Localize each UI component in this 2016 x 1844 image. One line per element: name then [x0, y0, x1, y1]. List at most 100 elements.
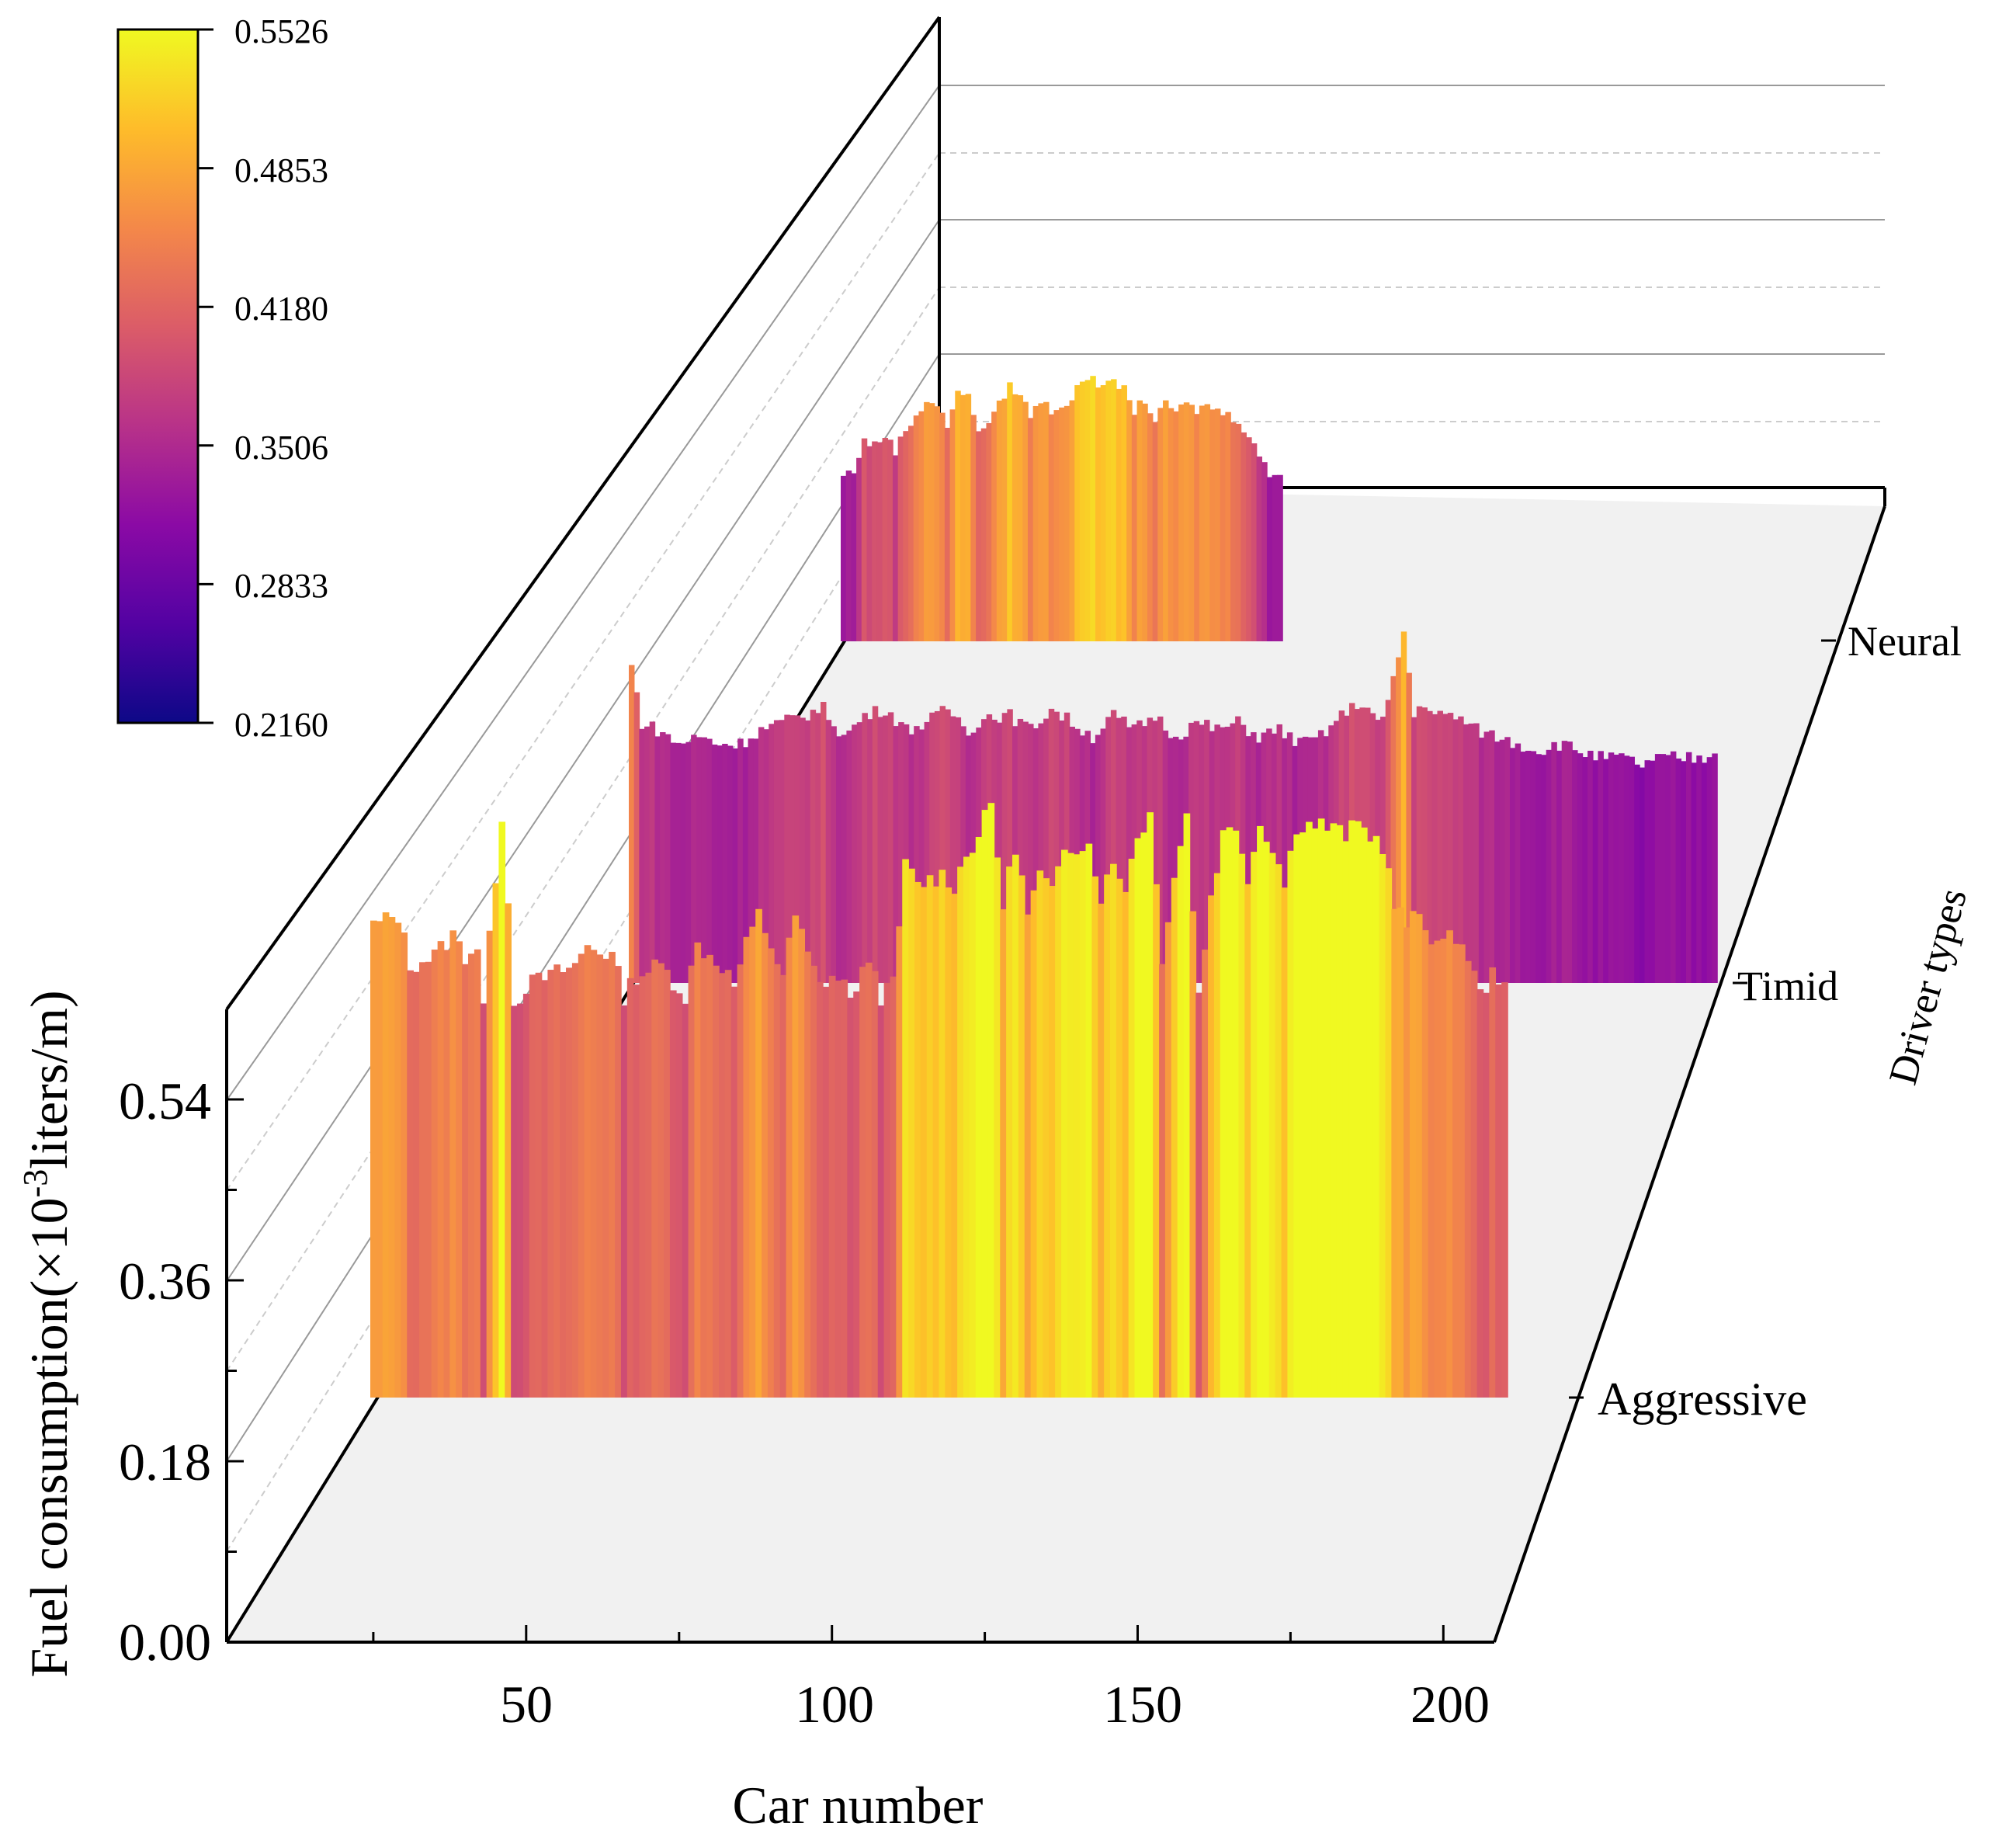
bar: [1675, 758, 1682, 983]
bar: [877, 717, 883, 983]
bar: [1213, 873, 1221, 1398]
bar: [713, 965, 720, 1398]
bar: [462, 964, 469, 1398]
bar: [1012, 854, 1019, 1398]
bar: [1437, 710, 1443, 983]
bar: [626, 978, 634, 1398]
bar: [1131, 724, 1138, 983]
bar: [1266, 477, 1273, 641]
bar: [1639, 767, 1646, 983]
bar: [1670, 751, 1677, 983]
bar: [1220, 415, 1227, 641]
bar: [639, 976, 647, 1398]
bar: [407, 970, 414, 1398]
bar: [918, 729, 925, 983]
bar: [1598, 751, 1604, 983]
bar: [1427, 710, 1433, 983]
bar: [1061, 849, 1068, 1398]
bar: [529, 974, 536, 1398]
bar: [955, 717, 962, 983]
bar: [934, 710, 941, 983]
bar: [1116, 717, 1123, 983]
bar: [680, 743, 687, 983]
bar: [1064, 405, 1070, 641]
bar: [798, 929, 806, 1398]
bar: [784, 714, 790, 983]
bar: [816, 981, 824, 1398]
bar: [997, 722, 1003, 983]
bar: [1214, 724, 1220, 983]
bar: [1489, 967, 1497, 1398]
bar: [691, 734, 697, 983]
bar: [474, 949, 481, 1398]
bar: [1091, 876, 1099, 1398]
bar: [1478, 738, 1485, 983]
bar: [786, 937, 793, 1398]
bar: [920, 887, 928, 1398]
bar: [1372, 835, 1380, 1398]
bar: [566, 967, 573, 1398]
bar: [1324, 830, 1331, 1398]
bar: [1415, 914, 1423, 1398]
bar: [1220, 830, 1227, 1398]
bar: [1173, 736, 1179, 983]
bar: [883, 715, 889, 983]
bar: [560, 972, 567, 1398]
bar: [732, 748, 738, 983]
bar: [1447, 713, 1454, 983]
series-aggressive: [370, 803, 1508, 1398]
bar: [1048, 708, 1055, 983]
y-tick-label: 0.36: [119, 1252, 211, 1311]
bar: [810, 965, 817, 1398]
bar: [903, 431, 909, 641]
bar: [994, 857, 1001, 1398]
bar: [1036, 870, 1044, 1398]
bar: [758, 727, 765, 983]
bar: [981, 810, 989, 1398]
bar: [1147, 413, 1154, 641]
bar: [443, 950, 451, 1398]
bar: [658, 963, 664, 1398]
bar: [800, 717, 806, 983]
bar: [730, 986, 738, 1398]
bar: [1431, 714, 1438, 983]
bar: [1122, 891, 1129, 1398]
bar: [877, 1005, 885, 1398]
bar: [862, 713, 868, 983]
bar: [437, 941, 445, 1398]
bar: [1355, 821, 1362, 1398]
bar: [1079, 381, 1086, 641]
bar: [1110, 710, 1117, 983]
bar: [1194, 414, 1200, 641]
bar: [865, 962, 873, 1398]
bar: [401, 932, 408, 1398]
bar: [1199, 405, 1206, 641]
bar: [1440, 939, 1448, 1398]
bar: [1293, 834, 1301, 1398]
bar: [1336, 825, 1344, 1398]
bar: [722, 744, 728, 983]
bar: [828, 975, 836, 1398]
bar: [1561, 741, 1568, 983]
bar: [1342, 841, 1350, 1398]
bar: [633, 692, 640, 983]
bar: [1226, 827, 1234, 1398]
bar: [664, 970, 671, 1398]
bar: [1007, 709, 1013, 983]
bar: [1257, 825, 1264, 1398]
bar: [1385, 868, 1393, 1398]
bar: [1111, 379, 1117, 641]
bar: [649, 721, 656, 983]
bar: [1188, 405, 1195, 641]
bar: [882, 438, 889, 641]
bar: [976, 431, 982, 641]
bar: [815, 713, 821, 983]
bar: [1603, 759, 1609, 983]
bar: [1495, 984, 1502, 1398]
colorbar-tick-label: 0.4853: [234, 151, 328, 189]
bar: [924, 721, 931, 983]
bar: [969, 853, 977, 1398]
bar: [685, 741, 692, 983]
bar: [1276, 724, 1282, 983]
bar: [996, 400, 1003, 641]
